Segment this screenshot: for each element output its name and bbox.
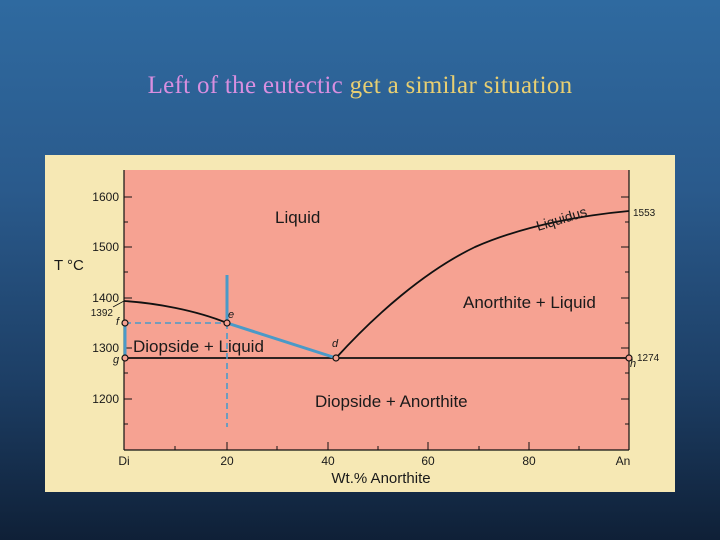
y-tick-1600: 1600 xyxy=(92,190,119,204)
title-part-gold: get a similar situation xyxy=(343,72,573,99)
diagram-field xyxy=(124,170,629,450)
y-tick-1400: 1400 xyxy=(92,291,119,305)
temp-1392-leader xyxy=(112,300,125,308)
y-axis-label: T °C xyxy=(54,257,84,274)
title-part-pink: Left of the eutectic xyxy=(147,72,344,99)
point-f-label: f xyxy=(116,316,120,328)
anorthite-liquidus-curve xyxy=(335,210,630,359)
x-tick-80: 80 xyxy=(522,454,536,468)
x-tick-an: An xyxy=(616,454,631,468)
point-e xyxy=(223,319,231,327)
field-anorthite-liquid-label: Anorthite + Liquid xyxy=(463,293,596,312)
x-tick-20: 20 xyxy=(220,454,234,468)
point-e-label: e xyxy=(228,309,234,321)
x-ticks xyxy=(174,442,580,450)
y-tick-1500: 1500 xyxy=(92,240,119,254)
point-h-label: h xyxy=(630,358,636,370)
temp-1392-label: 1392 xyxy=(91,308,114,319)
x-tick-60: 60 xyxy=(421,454,435,468)
temp-1553-label: 1553 xyxy=(633,208,656,219)
point-h xyxy=(625,354,633,362)
phase-diagram: 1600 1500 1400 1300 1200 1392 T °C Di 20… xyxy=(45,155,675,492)
field-liquid-label: Liquid xyxy=(275,208,320,227)
temp-1274-label: 1274 xyxy=(637,353,660,364)
field-diopside-anorthite-label: Diopside + Anorthite xyxy=(315,392,468,411)
y-tick-1200: 1200 xyxy=(92,392,119,406)
y-tick-1300: 1300 xyxy=(92,341,119,355)
point-g-label: g xyxy=(113,354,120,366)
field-diopside-liquid-label: Diopside + Liquid xyxy=(133,337,264,356)
point-g xyxy=(121,354,129,362)
point-f xyxy=(121,319,129,327)
slide-title: Left of the eutectic get a similar situa… xyxy=(0,72,720,100)
liquid-path-e-d xyxy=(226,321,337,360)
point-d xyxy=(332,354,340,362)
y-ticks-right xyxy=(621,196,629,425)
point-d-label: d xyxy=(332,338,339,350)
x-axis-label: Wt.% Anorthite xyxy=(331,470,430,487)
x-tick-40: 40 xyxy=(321,454,335,468)
phase-diagram-svg: 1600 1500 1400 1300 1200 1392 T °C Di 20… xyxy=(54,170,660,487)
x-tick-di: Di xyxy=(118,454,129,468)
